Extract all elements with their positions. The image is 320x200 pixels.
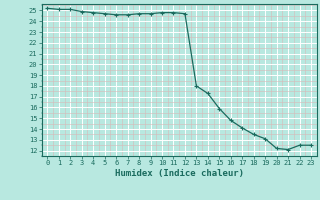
X-axis label: Humidex (Indice chaleur): Humidex (Indice chaleur) bbox=[115, 169, 244, 178]
